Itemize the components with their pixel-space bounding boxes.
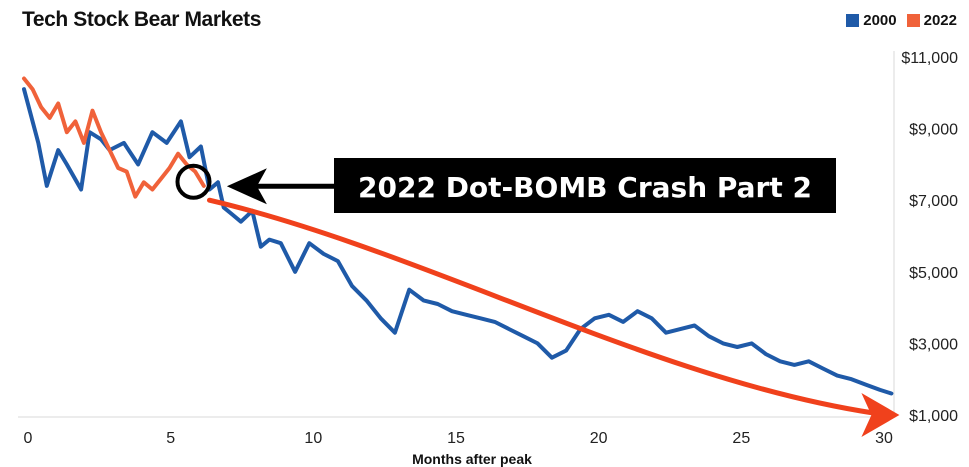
- x-axis-title: Months after peak: [412, 451, 532, 467]
- x-tick-label: 20: [590, 430, 608, 447]
- y-tick-label: $3,000: [909, 336, 958, 353]
- x-tick-label: 15: [447, 430, 465, 447]
- trend-arrow-head: [861, 393, 900, 437]
- y-tick-label: $1,000: [909, 408, 958, 425]
- series-line-2022: [22, 76, 206, 199]
- x-tick-label: 10: [304, 430, 322, 447]
- annotation-layer: 2022 Dot-BOMB Crash Part 2: [175, 158, 900, 437]
- y-tick-label: $11,000: [901, 50, 958, 67]
- legend-item-2000: 2000: [846, 12, 897, 29]
- x-tick-label: 0: [24, 430, 33, 447]
- x-tick-label: 5: [166, 430, 175, 447]
- series-layer: [22, 76, 894, 396]
- legend-label-2022: 2022: [923, 12, 957, 29]
- legend-item-2022: 2022: [906, 12, 957, 29]
- series-line-2000: [22, 87, 894, 396]
- x-tick-label: 25: [732, 430, 750, 447]
- legend-swatch-2022: [906, 14, 920, 27]
- chart-legend: 2000 2022: [836, 12, 957, 29]
- trend-arrow-line: [206, 197, 876, 416]
- highlight-circle: [175, 163, 212, 200]
- y-tick-label: $7,000: [909, 193, 958, 210]
- y-tick-label: $9,000: [909, 122, 958, 139]
- legend-label-2000: 2000: [863, 12, 897, 29]
- y-tick-label: $5,000: [909, 265, 958, 282]
- chart-title: Tech Stock Bear Markets: [22, 8, 262, 31]
- x-tick-label: 30: [875, 430, 893, 447]
- annotation-text: 2022 Dot-BOMB Crash Part 2: [358, 171, 812, 204]
- annotation-box: [334, 158, 836, 213]
- chart-axes: $1,000 $3,000 $5,000 $7,000 $9,000 $11,000 0 5 1…: [18, 50, 958, 467]
- pointer-arrow-head: [226, 168, 267, 205]
- legend-swatch-2000: [846, 14, 860, 27]
